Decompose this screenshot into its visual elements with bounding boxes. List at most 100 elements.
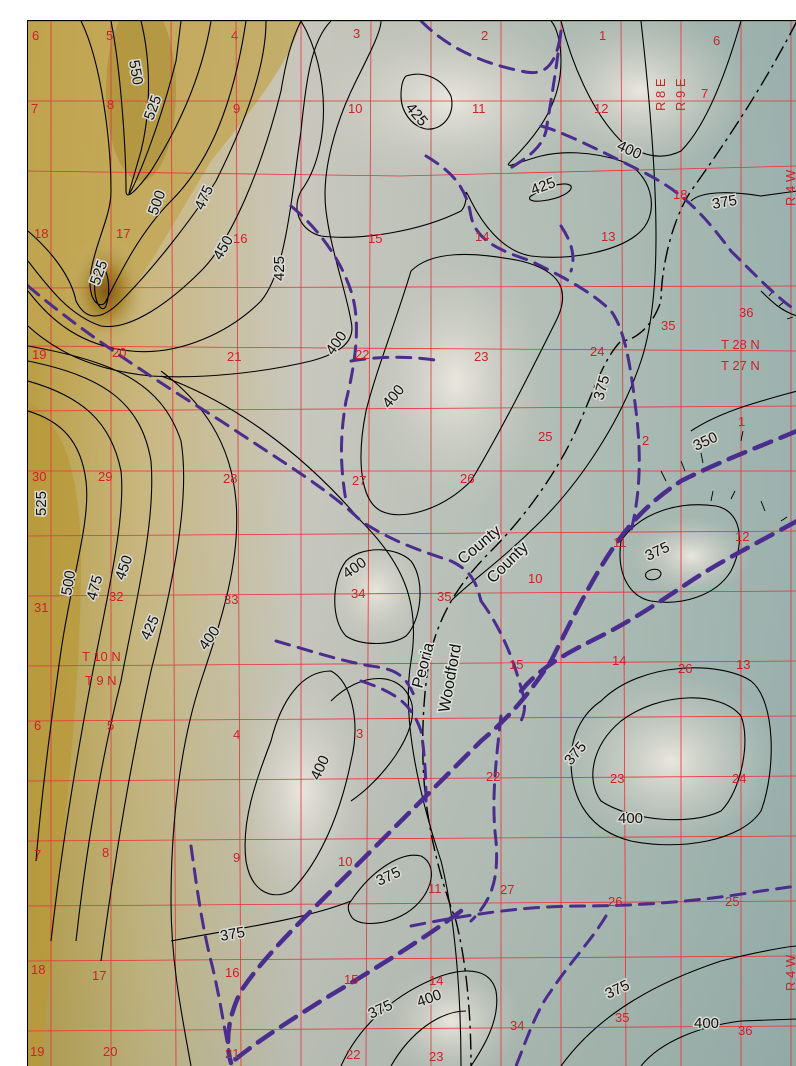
label-r9e: R 9 E (673, 78, 688, 111)
contour-label-500-w: 500 (58, 569, 79, 597)
section-23-e: 23 (610, 771, 624, 786)
section-15-e: 15 (509, 657, 523, 672)
hill-34 (326, 536, 426, 646)
hill-north (301, 21, 601, 191)
section-7-w: 7 (34, 847, 41, 862)
section-22-e: 22 (486, 769, 500, 784)
section-14: 14 (475, 229, 489, 244)
section-26: 26 (460, 471, 474, 486)
section-6-w: 6 (34, 718, 41, 733)
county-boundary (422, 21, 796, 1066)
section-27-e: 27 (500, 882, 514, 897)
contour-lines (28, 21, 796, 1066)
section-13-e: 13 (736, 657, 750, 672)
map-frame: 550 525 500 475 450 425 525 400 400 425 … (27, 20, 796, 1066)
section-3-w: 3 (356, 726, 363, 741)
section-19: 19 (32, 347, 46, 362)
label-t27n: T 27 N (721, 358, 760, 373)
section-28: 28 (223, 471, 237, 486)
section-35: 35 (661, 318, 675, 333)
contour-label-425: 425 (271, 256, 288, 281)
section-17-w: 17 (92, 968, 106, 983)
section-25: 25 (538, 429, 552, 444)
section-11-w: 11 (428, 881, 442, 896)
section-1: 1 (599, 28, 606, 43)
hill-ne (531, 21, 751, 171)
buried-valley-lines (28, 21, 796, 1066)
section-5-w: 5 (107, 718, 114, 733)
section-21: 21 (227, 349, 241, 364)
section-11-e: 11 (613, 535, 627, 550)
label-r8e: R 8 E (653, 78, 668, 111)
section-18: 18 (34, 226, 48, 241)
section-1-e: 1 (738, 414, 745, 429)
section-9: 9 (233, 101, 240, 116)
section-22: 22 (355, 347, 369, 362)
label-r4w-south: R 4 W (783, 954, 796, 991)
label-t9n: T 9 N (85, 673, 117, 688)
contour-label-400-f: 400 (618, 810, 643, 827)
section-19-w: 19 (30, 1044, 44, 1059)
section-36-s: 36 (738, 1023, 752, 1038)
section-31: 31 (34, 600, 48, 615)
section-23: 23 (474, 349, 488, 364)
section-18-w: 18 (31, 962, 45, 977)
section-4-w: 4 (233, 727, 240, 742)
section-6: 6 (32, 28, 39, 43)
section-35-s2: 35 (615, 1010, 629, 1025)
peak-517 (66, 236, 146, 346)
section-7-ne: 7 (701, 86, 708, 101)
section-34: 34 (351, 586, 365, 601)
section-5: 5 (106, 28, 113, 43)
section-11: 11 (472, 101, 486, 116)
section-22-w: 22 (346, 1047, 360, 1062)
township-range-labels: T 28 N T 27 N T 10 N T 9 N R 8 E R 9 E R… (82, 78, 796, 991)
section-34-s: 34 (510, 1018, 524, 1033)
section-32: 32 (109, 589, 123, 604)
section-36: 36 (739, 305, 753, 320)
section-2-e: 2 (642, 433, 649, 448)
section-8: 8 (107, 97, 114, 112)
section-26-e: 26 (678, 661, 692, 676)
section-2: 2 (481, 28, 488, 43)
section-10: 10 (348, 101, 362, 116)
section-26-s: 26 (608, 894, 622, 909)
section-24: 24 (590, 344, 604, 359)
section-12-e: 12 (735, 529, 749, 544)
section-23-w: 23 (429, 1049, 443, 1064)
section-27: 27 (352, 473, 366, 488)
section-15-w: 15 (344, 972, 358, 987)
section-17: 17 (116, 226, 130, 241)
section-9-w: 9 (233, 850, 240, 865)
section-14-w: 14 (429, 973, 443, 988)
section-35-s: 35 (437, 589, 451, 604)
section-3: 3 (353, 26, 360, 41)
section-12: 12 (594, 101, 608, 116)
section-25-s: 25 (725, 894, 739, 909)
section-6-ne: 6 (713, 33, 720, 48)
label-t10n: T 10 N (82, 649, 121, 664)
section-20: 20 (112, 345, 126, 360)
relief-map: 550 525 500 475 450 425 525 400 400 425 … (28, 21, 796, 1066)
contour-label-400-h: 400 (694, 1015, 719, 1032)
section-29: 29 (98, 469, 112, 484)
hill-12 (631, 516, 751, 596)
section-10-w: 10 (338, 854, 352, 869)
label-r4w-north: R 4 W (783, 169, 796, 206)
section-4: 4 (231, 28, 238, 43)
contour-label-525-w: 525 (33, 491, 50, 516)
section-14-e: 14 (612, 653, 626, 668)
section-grid (28, 21, 796, 1066)
section-7: 7 (31, 101, 38, 116)
upland-west (28, 401, 81, 1066)
section-20-w: 20 (103, 1044, 117, 1059)
section-8-w: 8 (102, 845, 109, 860)
section-16-w: 16 (225, 965, 239, 980)
section-33: 33 (224, 592, 238, 607)
section-13: 13 (601, 229, 615, 244)
hill-23 (361, 251, 551, 511)
section-24-e: 24 (732, 771, 746, 786)
section-30: 30 (32, 469, 46, 484)
section-numbers: 6 5 4 3 2 1 6 7 8 9 10 11 12 7 18 17 16 … (30, 26, 753, 1064)
section-16: 16 (233, 231, 247, 246)
